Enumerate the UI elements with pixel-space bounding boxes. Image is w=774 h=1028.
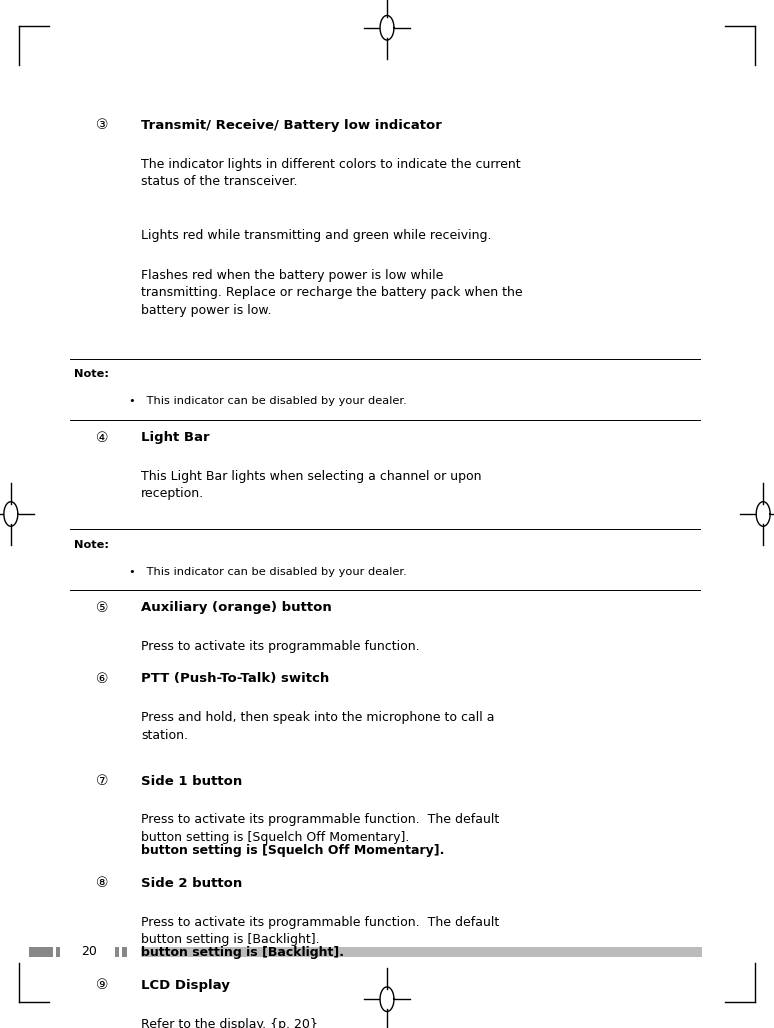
Text: LCD Display: LCD Display <box>141 979 230 992</box>
Text: Press to activate its programmable function.  The default
button setting is [Squ: Press to activate its programmable funct… <box>141 813 499 844</box>
Text: Note:: Note: <box>74 369 108 379</box>
Text: ④: ④ <box>96 431 108 444</box>
Text: •   This indicator can be disabled by your dealer.: • This indicator can be disabled by your… <box>129 397 407 406</box>
Bar <box>29 947 53 957</box>
Bar <box>56 947 60 957</box>
Text: ⑨: ⑨ <box>96 979 108 992</box>
Text: Light Bar: Light Bar <box>141 431 210 444</box>
Text: Note:: Note: <box>74 540 108 550</box>
Text: Press to activate its programmable function.: Press to activate its programmable funct… <box>141 640 420 653</box>
Text: Lights red while transmitting and green while receiving.: Lights red while transmitting and green … <box>141 229 491 242</box>
Text: The indicator lights in different colors to indicate the current
status of the t: The indicator lights in different colors… <box>141 157 520 188</box>
Text: Flashes red when the battery power is low while
transmitting. Replace or recharg: Flashes red when the battery power is lo… <box>141 269 522 317</box>
Text: Auxiliary (orange) button: Auxiliary (orange) button <box>141 601 331 615</box>
Text: Transmit/ Receive/ Battery low indicator: Transmit/ Receive/ Battery low indicator <box>141 119 442 132</box>
Bar <box>122 947 127 957</box>
Text: button setting is [Squelch Off Momentary].: button setting is [Squelch Off Momentary… <box>141 844 444 857</box>
Text: ⑤: ⑤ <box>96 600 108 615</box>
Text: •   This indicator can be disabled by your dealer.: • This indicator can be disabled by your… <box>129 566 407 577</box>
Text: ⑧: ⑧ <box>96 876 108 890</box>
Text: Side 1 button: Side 1 button <box>141 774 242 787</box>
Bar <box>115 947 119 957</box>
Text: Side 2 button: Side 2 button <box>141 877 242 889</box>
Text: Press to activate its programmable function.  The default
button setting is [Bac: Press to activate its programmable funct… <box>141 916 499 946</box>
Bar <box>141 947 702 957</box>
Text: button setting is [Backlight].: button setting is [Backlight]. <box>141 947 344 959</box>
Text: ⑦: ⑦ <box>96 774 108 788</box>
Text: PTT (Push-To-Talk) switch: PTT (Push-To-Talk) switch <box>141 672 329 686</box>
Text: ③: ③ <box>96 118 108 133</box>
Text: Press and hold, then speak into the microphone to call a
station.: Press and hold, then speak into the micr… <box>141 711 495 742</box>
Text: 20: 20 <box>81 946 97 958</box>
Text: Refer to the display. {p. 20}: Refer to the display. {p. 20} <box>141 1018 318 1028</box>
Text: ⑥: ⑥ <box>96 672 108 686</box>
Text: This Light Bar lights when selecting a channel or upon
reception.: This Light Bar lights when selecting a c… <box>141 470 481 501</box>
